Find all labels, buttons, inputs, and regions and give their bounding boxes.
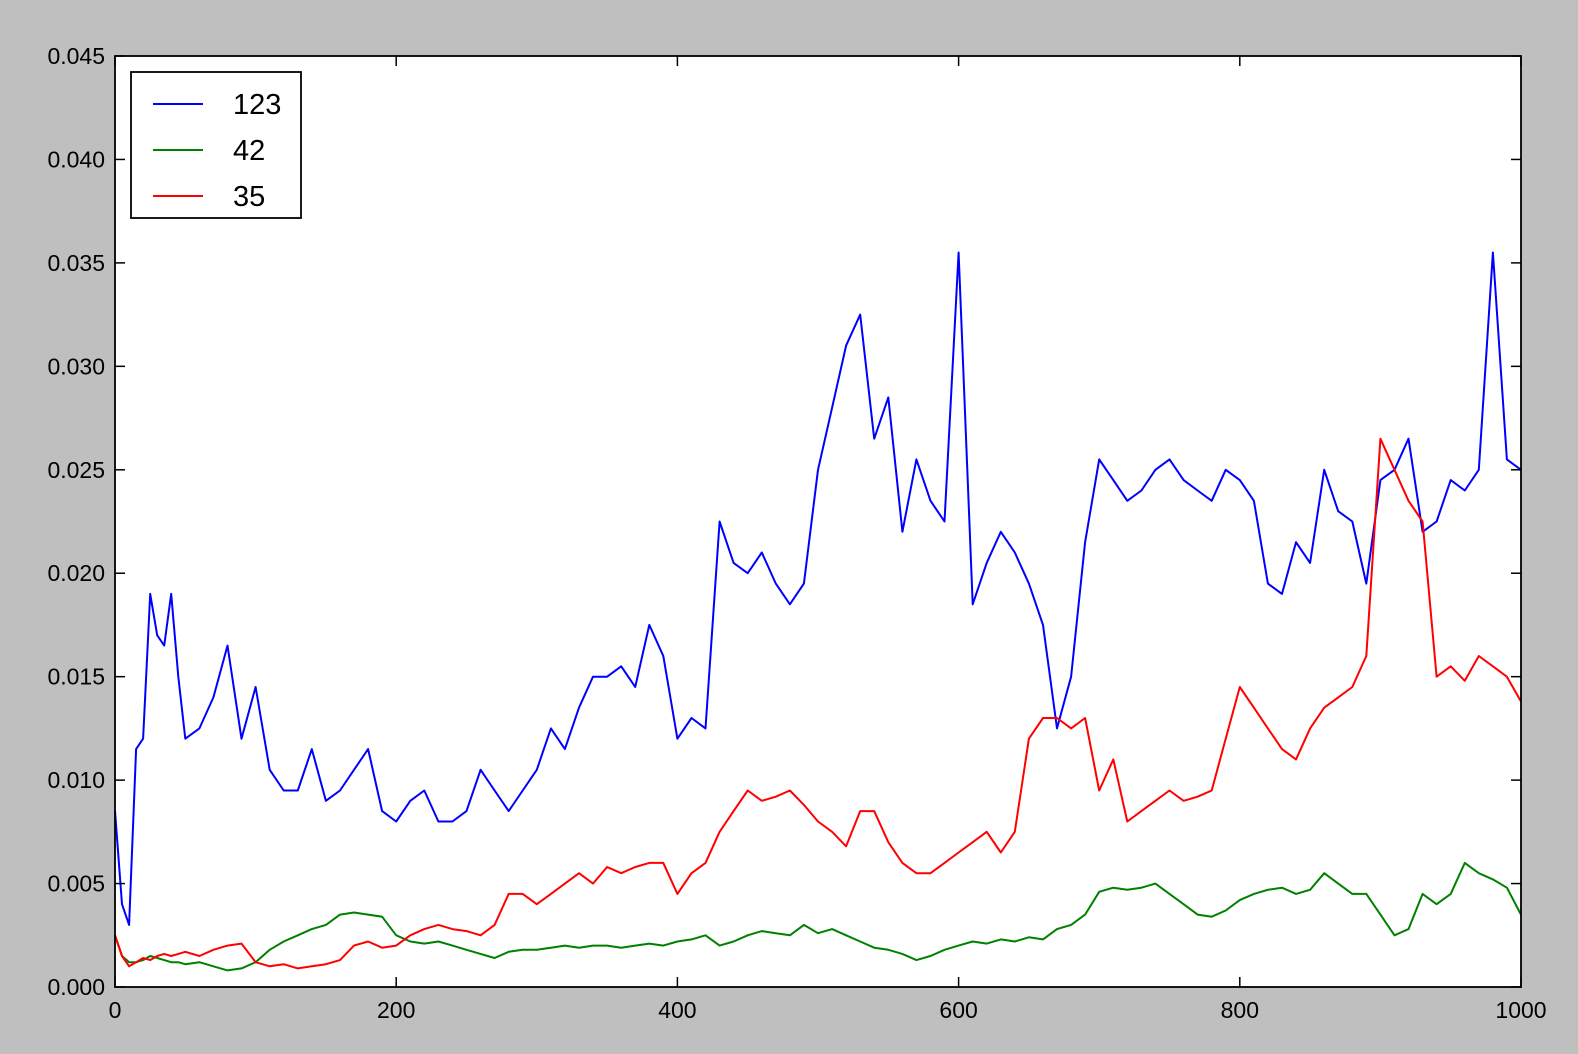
y-tick-label: 0.015 <box>47 664 105 690</box>
legend-label-123: 123 <box>233 89 281 121</box>
legend-box <box>130 71 302 219</box>
y-tick-label: 0.030 <box>47 353 105 379</box>
x-tick-label: 600 <box>939 997 977 1023</box>
y-tick-label: 0.025 <box>47 457 105 483</box>
x-tick-label: 400 <box>658 997 696 1023</box>
y-tick-label: 0.045 <box>47 43 105 69</box>
y-axis-tick-labels: 0.000 0.005 0.010 0.015 0.020 0.025 0.030 0.035… <box>47 43 105 1000</box>
x-axis-tick-labels: 0 200 400 600 800 1000 <box>109 997 1547 1023</box>
x-tick-label: 0 <box>109 997 122 1023</box>
y-tick-label: 0.020 <box>47 560 105 586</box>
x-tick-label: 800 <box>1221 997 1259 1023</box>
y-tick-label: 0.010 <box>47 767 105 793</box>
series-line-42 <box>114 861 1522 972</box>
series-lines <box>114 251 1522 972</box>
x-tick-label: 1000 <box>1495 997 1546 1023</box>
series-line-35 <box>114 437 1522 970</box>
y-tick-label: 0.035 <box>47 250 105 276</box>
y-tick-label: 0.040 <box>47 146 105 172</box>
series-line-123 <box>114 251 1522 926</box>
plot-frame <box>114 55 1522 988</box>
legend: 123 42 35 <box>130 71 302 219</box>
plot-area <box>115 56 1521 987</box>
legend-entries: 123 42 35 <box>153 89 281 213</box>
x-tick-label: 200 <box>377 997 415 1023</box>
y-tick-label: 0.005 <box>47 871 105 897</box>
legend-label-35: 35 <box>233 181 265 213</box>
legend-label-42: 42 <box>233 135 265 167</box>
y-tick-label: 0.000 <box>47 974 105 1000</box>
